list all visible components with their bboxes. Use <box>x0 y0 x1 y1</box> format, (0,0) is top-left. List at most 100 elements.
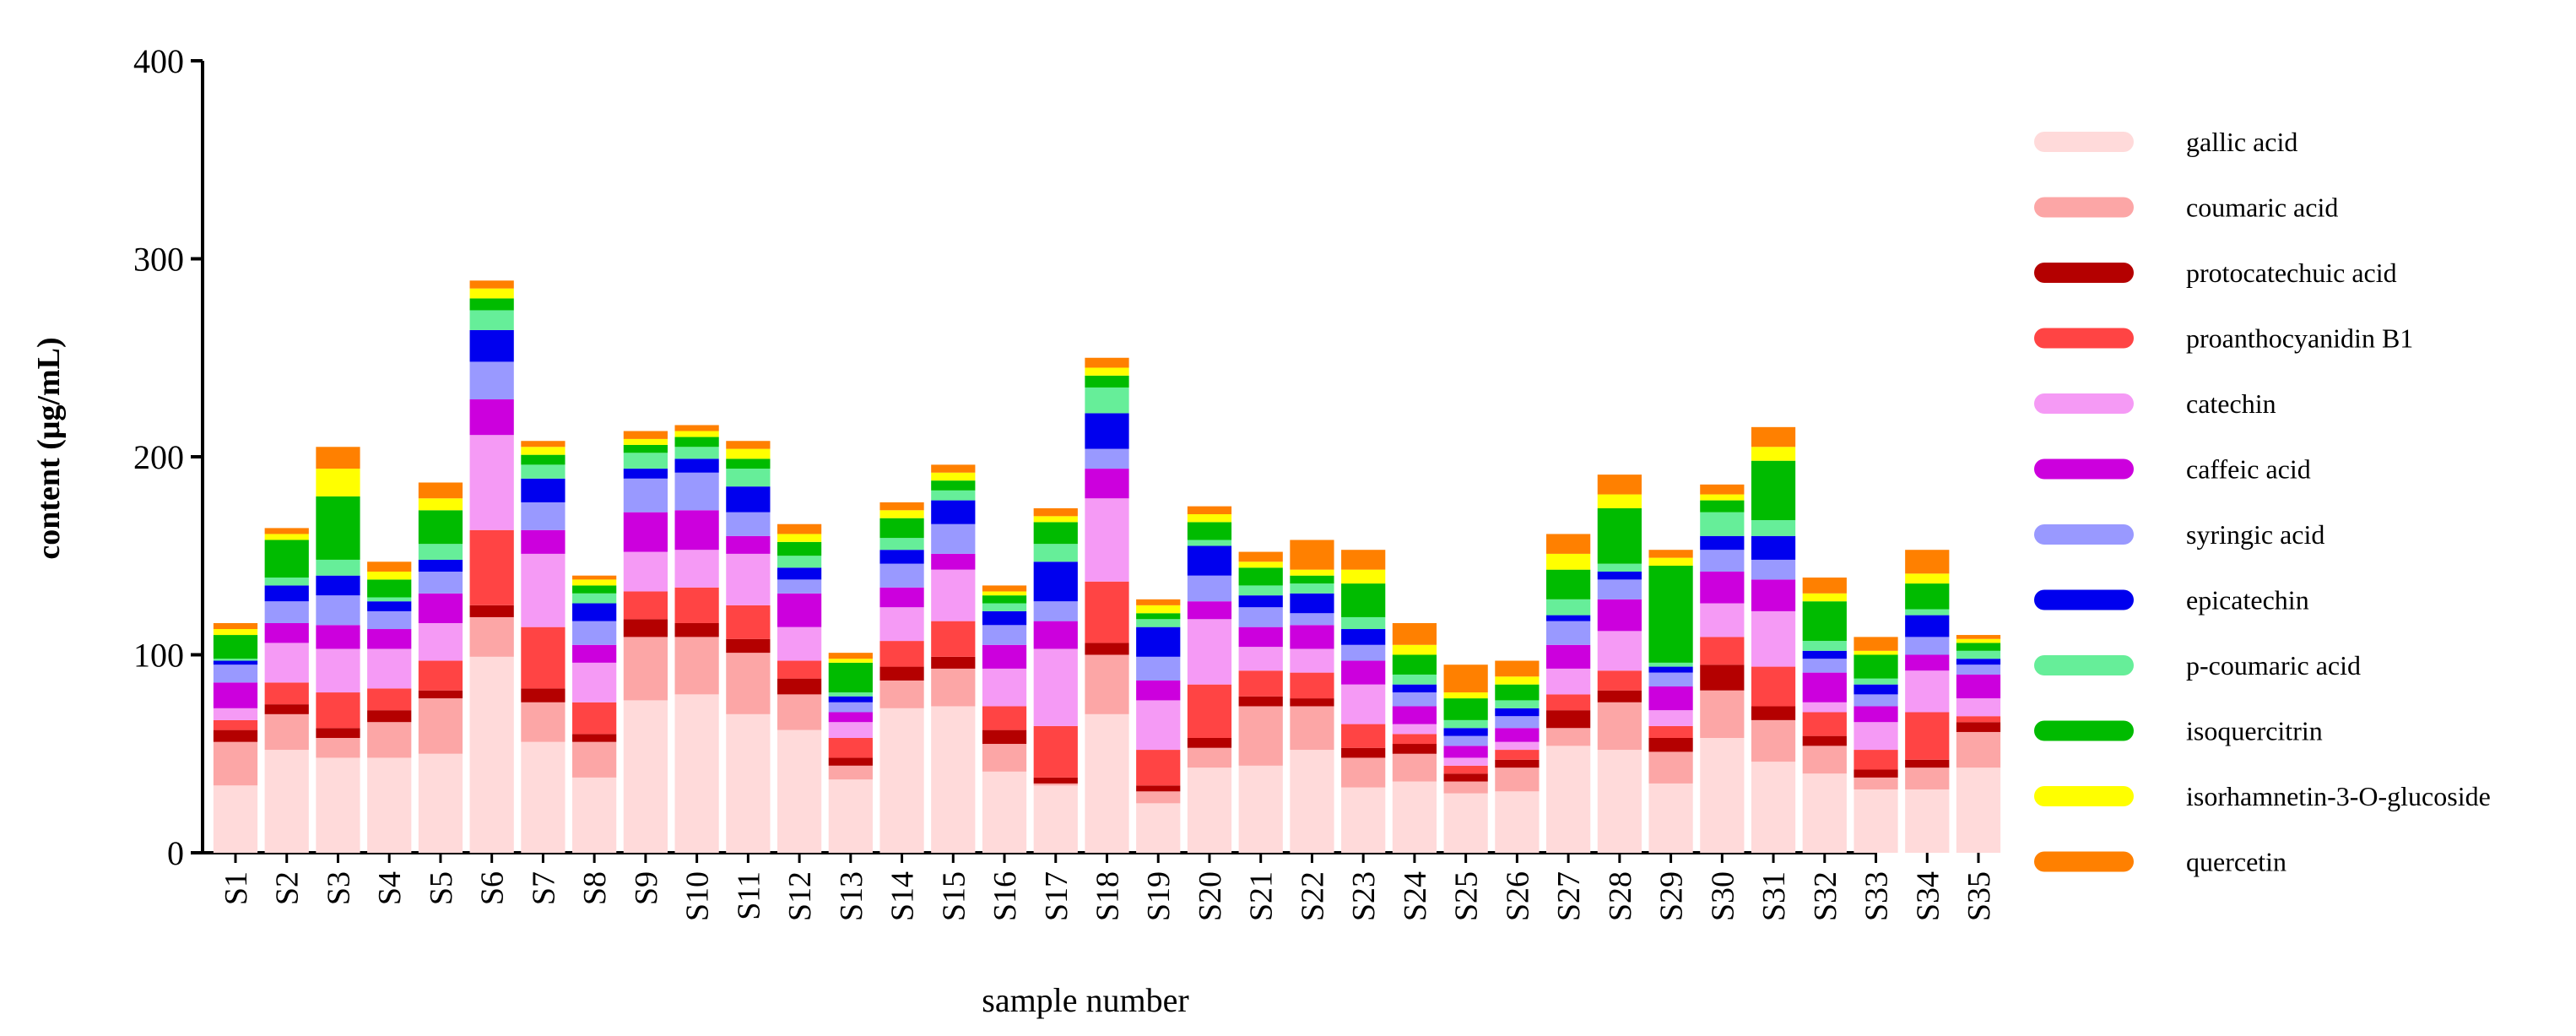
bar-segment <box>982 668 1027 707</box>
bar-segment <box>777 660 822 679</box>
x-tick-label: S13 <box>834 871 869 921</box>
bar-segment <box>623 469 668 479</box>
bar-segment <box>264 704 309 714</box>
bar-segment <box>1854 678 1898 685</box>
legend-item: caffeic acid <box>2034 454 2311 485</box>
bar-segment <box>418 544 463 560</box>
bar-segment <box>1392 622 1437 645</box>
legend-label: coumaric acid <box>2186 193 2338 223</box>
bar-segment <box>572 575 617 580</box>
bar-segment <box>213 629 258 636</box>
bar-segment <box>1443 698 1488 720</box>
bar-segment <box>1546 694 1591 711</box>
bar-segment <box>1700 484 1745 495</box>
bar-stack-s2 <box>264 528 309 853</box>
bar-segment <box>1700 550 1745 572</box>
y-tick-label: 0 <box>167 834 184 872</box>
bar-segment <box>469 605 514 617</box>
bar-segment <box>1854 637 1898 651</box>
legend-swatch <box>2034 263 2134 283</box>
bar-segment <box>1136 791 1181 804</box>
bar-segment <box>1854 706 1898 723</box>
bar-segment <box>1700 512 1745 536</box>
bar-segment <box>367 757 412 853</box>
bar-segment <box>828 722 873 738</box>
bar-segment <box>213 730 258 742</box>
bar-segment <box>623 619 668 637</box>
bar-segment <box>1238 670 1283 697</box>
bar-segment <box>1546 621 1591 645</box>
bar-segment <box>213 635 258 659</box>
legend-swatch <box>2034 720 2134 741</box>
x-tick-label: S11 <box>731 871 766 920</box>
bar-segment <box>1956 659 2001 665</box>
bar-segment <box>1802 712 1847 736</box>
bar-segment <box>1290 648 1334 673</box>
bar-segment <box>1802 735 1847 746</box>
bar-segment <box>1341 787 1386 853</box>
bar-segment <box>1033 507 1078 517</box>
legend-label: isoquercitrin <box>2186 716 2323 746</box>
bar-segment <box>1597 599 1642 632</box>
bar-segment <box>469 288 514 299</box>
bar-segment <box>1905 759 1950 768</box>
bar-segment <box>1648 783 1693 853</box>
bar-segment <box>316 737 360 758</box>
bar-segment <box>1033 785 1078 853</box>
bar-segment <box>1443 757 1488 766</box>
x-tick-label: S30 <box>1705 871 1740 921</box>
bar-segment <box>674 447 719 459</box>
bar-segment <box>674 510 719 551</box>
bar-segment <box>264 585 309 602</box>
bar-stack-s22 <box>1290 540 1334 853</box>
bar-segment <box>828 779 873 853</box>
bar-segment <box>777 626 822 661</box>
x-tick-label: S23 <box>1346 871 1382 921</box>
bar-segment <box>1751 460 1796 521</box>
bar-segment <box>1700 572 1745 604</box>
bar-segment <box>264 528 309 534</box>
bar-segment <box>1085 367 1129 376</box>
bar-segment <box>828 757 873 766</box>
bar-segment <box>1751 520 1796 536</box>
bar-segment <box>1597 631 1642 671</box>
bar-segment <box>1392 706 1437 724</box>
bar-segment <box>879 518 924 539</box>
bar-segment <box>1290 583 1334 594</box>
bar-segment <box>1956 698 2001 717</box>
bar-segment <box>1033 561 1078 602</box>
bar-segment <box>316 575 360 596</box>
bar-segment <box>213 659 258 661</box>
bar-segment <box>316 559 360 576</box>
bar-segment <box>777 523 822 534</box>
bar-segment <box>572 741 617 778</box>
bar-segment <box>1495 700 1540 708</box>
bar-segment <box>1033 544 1078 562</box>
bar-segment <box>828 702 873 713</box>
bar-segment <box>1854 684 1898 695</box>
bar-segment <box>1392 684 1437 693</box>
bar-stack-s10 <box>674 425 719 853</box>
bar-segment <box>1802 593 1847 602</box>
bar-segment <box>828 765 873 780</box>
bar-segment <box>982 585 1027 592</box>
bar-segment <box>777 694 822 730</box>
bar-segment <box>1700 664 1745 691</box>
bar-segment <box>1392 734 1437 745</box>
legend-item: proanthocyanidin B1 <box>2034 323 2413 354</box>
bar-segment <box>418 753 463 853</box>
bar-segment <box>1085 498 1129 582</box>
bar-segment <box>1187 545 1232 576</box>
bar-segment <box>1700 500 1745 513</box>
x-tick-label: S9 <box>629 871 664 905</box>
bar-segment <box>1495 684 1540 701</box>
bar-segment <box>316 595 360 626</box>
bar-segment <box>1956 643 2001 651</box>
bar-segment <box>1648 666 1693 673</box>
bar-segment <box>1238 626 1283 648</box>
bar-segment <box>521 441 566 447</box>
bar-segment <box>1597 579 1642 599</box>
bar-segment <box>726 638 771 654</box>
bar-segment <box>213 708 258 720</box>
bar-segment <box>521 688 566 702</box>
